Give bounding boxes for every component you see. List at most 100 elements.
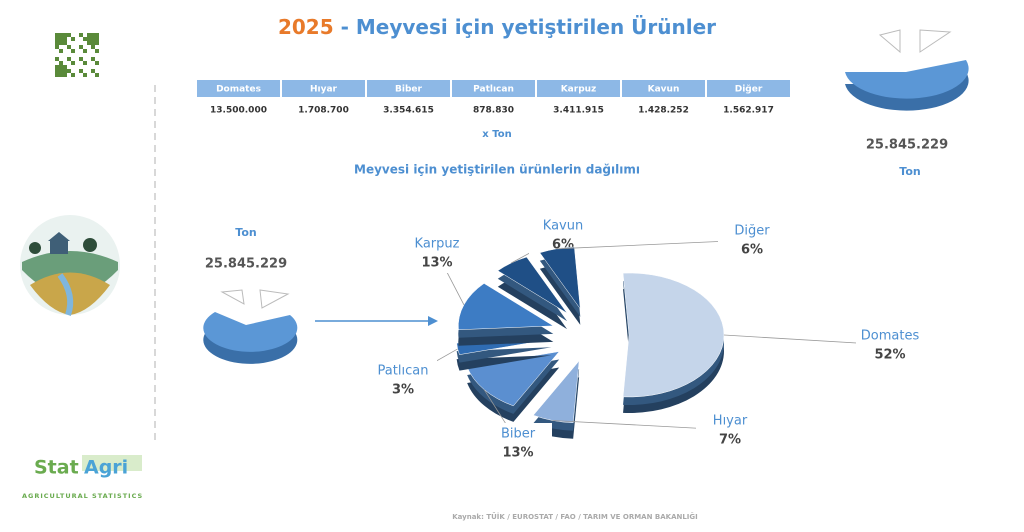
slice-label: Patlıcan [378,364,429,379]
cell-text: 3.354.615 [383,106,434,116]
title-text: - Meyvesi için yetiştirilen Ürünler [334,15,717,39]
slice-value: 6% [741,243,763,258]
qr-cell [55,57,59,61]
slice-label: Biber [501,427,536,442]
slice-label: Hıyar [713,414,748,429]
decor-pie [845,29,969,111]
qr-cell [55,33,59,37]
label-box [484,423,552,463]
slice-value: 13% [502,446,533,461]
label-box [696,410,764,450]
qr-cell [67,69,71,73]
qr-cell [83,49,87,53]
slice-value: 13% [421,256,452,271]
total-unit: Ton [899,165,920,178]
logo-tagline: AGRICULTURAL STATISTICS [22,492,143,500]
qr-cell [63,37,67,41]
logo-name: Agri [84,457,128,479]
qr-cell [59,73,63,77]
total-value: 25.845.229 [205,257,287,272]
header-text: Diğer [735,85,763,95]
qr-cell [83,73,87,77]
slice-value: 52% [874,348,905,363]
pie: Domates 52% Hıyar 7% Biber 13% Patlıcan 3% Karpu… [369,215,924,463]
qr-cell [63,41,67,45]
qr-cell [63,73,67,77]
cell-text: 1.562.917 [723,106,774,116]
header-text: Patlıcan [473,85,514,95]
qr-cell [91,33,95,37]
qr-cell [55,73,59,77]
header-text: Hıyar [310,85,338,95]
qr-cell [91,45,95,49]
label-box [403,233,471,273]
qr-cell [79,33,83,37]
qr-cell [67,33,71,37]
slice [622,272,725,398]
qr-cell [71,73,75,77]
qr-cell [95,61,99,65]
table: Domates 13.500.000 Hıyar 1.708.700 Biber 3.35… [197,80,790,116]
qr-cell [71,37,75,41]
header-cell [707,80,790,97]
qr-cell [67,45,71,49]
qr-cell [91,37,95,41]
qr-cell [63,65,67,69]
qr-cell [63,69,67,73]
year: 2025 [278,15,334,39]
slice-label: Kavun [543,219,583,234]
header-text: Kavun [648,85,680,95]
slice-value: 3% [392,383,414,398]
header-cell [452,80,535,97]
slice-label: Domates [861,329,920,344]
title: 2025 - Meyvesi için yetiştirilen Ürünler [278,15,716,39]
qr-cell [95,33,99,37]
qr-cell [87,37,91,41]
header-text: Karpuz [561,85,597,95]
qr-cell [95,37,99,41]
qr-cell [87,41,91,45]
qr-cell [79,45,83,49]
header-cell [622,80,705,97]
decor-pie [203,289,298,364]
slice-value: 7% [719,433,741,448]
total-value: 25.845.229 [866,138,948,153]
qr-cell [95,49,99,53]
qr-cell [55,65,59,69]
cell-text: 1.708.700 [298,106,349,116]
qr-cell [59,37,63,41]
qr-cell [71,49,75,53]
qr-cell [67,57,71,61]
unit: x Ton [482,129,511,140]
slice-label: Karpuz [415,237,460,252]
qr-cell [55,69,59,73]
qr-cell [79,57,83,61]
qr-cell [63,33,67,37]
qr-cell [83,37,87,41]
qr-cell [91,41,95,45]
qr-cell [59,65,63,69]
qr-cell [79,69,83,73]
farm-logo [20,215,120,316]
stat-agri-logo: Stat Agri AGRICULTURAL STATISTICS [22,455,143,500]
cell-text: 878.830 [473,106,514,116]
qr-cell [87,33,91,37]
qr-cell [59,41,63,45]
header-cell [197,80,280,97]
qr-code [55,33,99,77]
header-text: Domates [216,85,261,95]
source: Kaynak: TÜİK / EUROSTAT / FAO / TARIM VE… [452,512,698,521]
qr-cell [59,69,63,73]
qr-cell [91,57,95,61]
header-cell [537,80,620,97]
total-unit: Ton [235,226,256,239]
label-box [856,325,924,365]
cell-text: 13.500.000 [210,106,267,116]
cell-text: 1.428.252 [638,106,689,116]
header-text: Biber [395,85,422,95]
header-cell [367,80,450,97]
qr-cell [91,69,95,73]
qr-cell [55,37,59,41]
label-box [718,220,786,260]
